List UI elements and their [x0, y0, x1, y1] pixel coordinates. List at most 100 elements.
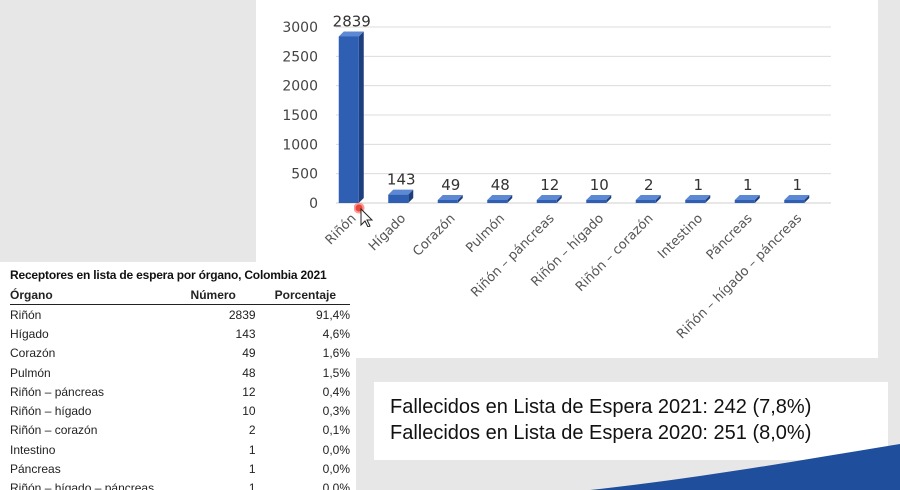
cell-number: 1 [248, 481, 256, 490]
bar [635, 195, 661, 203]
chart-panel: 0 500 1000 1500 2000 2500 3000 2839 Riñón 143 Híga… [256, 0, 878, 358]
cell-number: 49 [242, 346, 256, 361]
table-row: Riñón – hígado – páncreas 1 0,0% [10, 479, 350, 490]
bar-front [487, 200, 508, 203]
y-tick-label: 2500 [282, 49, 318, 65]
bar [685, 195, 711, 203]
deaths-panel: Fallecidos en Lista de Espera 2021: 242 … [374, 382, 888, 460]
bar-front [437, 200, 458, 203]
header-number: Número [170, 286, 256, 305]
bar-side [655, 195, 661, 203]
bar-side [556, 195, 562, 203]
header-organ: Órgano [10, 286, 171, 305]
deaths-2020-text: Fallecidos en Lista de Espera 2020: 251 … [390, 422, 812, 444]
bar [536, 195, 562, 203]
cell-organ: Pulmón [10, 365, 51, 380]
bar-side [358, 31, 364, 204]
bar-side [705, 195, 711, 203]
cell-number: 10 [242, 404, 256, 419]
y-tick-label: 2000 [282, 79, 318, 95]
cell-percent: 0,4% [322, 384, 350, 399]
bar-side [408, 189, 414, 203]
cell-percent: 0,3% [322, 404, 350, 419]
bar [437, 195, 463, 203]
y-tick-label: 0 [309, 196, 318, 212]
data-label: 1 [743, 176, 753, 194]
cell-percent: 1,5% [322, 365, 350, 380]
cell-percent: 0,0% [322, 481, 350, 490]
bar-front [388, 194, 409, 203]
table-row: Intestino 1 0,0% [10, 440, 350, 459]
cell-organ: Corazón [10, 346, 56, 361]
cell-organ: Hígado [10, 326, 49, 341]
waitlist-table: Órgano Número Porcentaje Riñón 2839 91,4% … [10, 286, 350, 490]
x-tick-label: Páncreas [704, 211, 756, 263]
data-label: 1 [693, 176, 703, 194]
table-title: Receptores en lista de espera por órgano… [10, 268, 327, 282]
x-tick-label: Pulmón [463, 211, 508, 256]
cell-percent: 0,0% [322, 442, 350, 457]
table-row: Riñón – corazón 2 0,1% [10, 421, 350, 440]
data-label: 49 [441, 176, 460, 194]
bar-front [784, 200, 805, 203]
bar-front [685, 200, 706, 203]
cell-organ: Páncreas [10, 462, 61, 477]
bar-top [586, 195, 612, 200]
table-row: Páncreas 1 0,0% [10, 459, 350, 478]
bar [734, 195, 760, 203]
bar [784, 195, 810, 203]
table-header-row: Órgano Número Porcentaje [10, 286, 350, 305]
cell-number: 1 [248, 442, 256, 457]
bar-top [635, 195, 661, 200]
cell-number: 2839 [228, 307, 256, 322]
cell-percent: 91,4% [315, 307, 350, 322]
cell-organ: Riñón – hígado [10, 404, 92, 419]
bar [338, 31, 364, 204]
deaths-2021-text: Fallecidos en Lista de Espera 2021: 242 … [390, 396, 812, 418]
bar-side [606, 195, 612, 203]
table-row: Riñón 2839 91,4% [10, 305, 350, 325]
bar-side [754, 195, 760, 203]
x-tick-label: Hígado [366, 211, 409, 254]
y-tick-label: 500 [291, 167, 318, 183]
bar-side [507, 195, 513, 203]
cell-percent: 4,6% [322, 326, 350, 341]
y-tick-label: 1000 [282, 137, 318, 153]
bar-top [338, 31, 364, 37]
y-tick-label: 1500 [282, 108, 318, 124]
table-row: Pulmón 48 1,5% [10, 363, 350, 382]
table-panel: Receptores en lista de espera por órgano… [0, 262, 356, 490]
cell-organ: Riñón – corazón [10, 423, 98, 438]
cell-percent: 0,1% [322, 423, 350, 438]
cell-organ: Intestino [10, 442, 56, 457]
bar-top [685, 195, 711, 200]
x-tick-label: Riñón [323, 211, 360, 248]
x-tick-label: Intestino [655, 211, 706, 262]
data-label: 1 [792, 176, 802, 194]
cell-number: 2 [248, 423, 256, 438]
bar-top [784, 195, 810, 200]
cell-organ: Riñón [10, 307, 42, 322]
bar [487, 195, 513, 203]
data-label: 2 [644, 176, 654, 194]
table-row: Hígado 143 4,6% [10, 324, 350, 343]
bar-top [734, 195, 760, 200]
header-percent: Porcentaje [255, 286, 350, 305]
x-tick-label: Riñón – páncreas [468, 211, 557, 300]
bar-front [536, 200, 557, 203]
bar-top [388, 189, 414, 195]
cell-number: 1 [248, 462, 256, 477]
cell-percent: 0,0% [322, 462, 350, 477]
bar [586, 195, 612, 203]
cell-organ: Riñón – páncreas [10, 384, 105, 399]
data-label: 143 [387, 171, 416, 189]
x-tick-label: Corazón [410, 211, 458, 259]
table-row: Riñón – páncreas 12 0,4% [10, 382, 350, 401]
data-label: 10 [590, 176, 609, 194]
table-row: Corazón 49 1,6% [10, 344, 350, 363]
data-label: 12 [540, 176, 559, 194]
bar-top [536, 195, 562, 200]
bar-top [437, 195, 463, 200]
bar-front [586, 200, 607, 203]
table-row: Riñón – hígado 10 0,3% [10, 401, 350, 420]
